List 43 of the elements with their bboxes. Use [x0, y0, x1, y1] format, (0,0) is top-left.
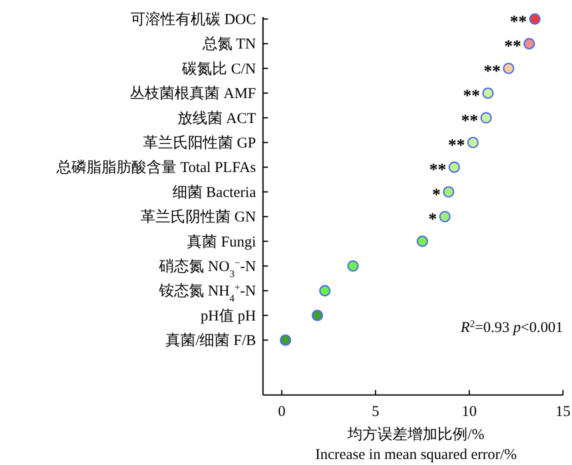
y-tick-label: 革兰氏阳性菌 GP: [143, 134, 256, 152]
point: [529, 13, 541, 25]
point: [347, 260, 359, 272]
data-label: *: [428, 210, 437, 229]
y-tick-label: 细菌 Bacteria: [172, 184, 256, 201]
point: [482, 87, 494, 99]
y-tick-label: 碳氮比 C/N: [181, 60, 256, 78]
data-label: **: [484, 61, 501, 80]
point: [448, 162, 460, 173]
y-tick-label: 丛枝菌根真菌 AMF: [130, 85, 256, 102]
point: [467, 136, 479, 148]
point: [502, 62, 514, 74]
data-label: **: [504, 36, 522, 56]
y-tick-label: 可溶性有机碳 DOC: [130, 11, 256, 28]
x-tick-label: 0: [278, 404, 286, 420]
x-tick-label: 5: [372, 404, 380, 420]
data-label: *: [432, 184, 441, 204]
annotation: R$^{2}$=0.93 p<0.001: [460, 318, 563, 336]
y-tick-label: 真菌/细菌 F/B: [166, 332, 256, 350]
data-label: **: [461, 110, 478, 130]
point: [439, 210, 451, 222]
y-tick-label: 真菌 Fungi: [187, 233, 256, 250]
y-tick-label: 硝态氮 NO$_{3}$$^{−}$-N: [158, 258, 256, 280]
point: [416, 236, 428, 247]
data-label: **: [463, 86, 480, 106]
x-axis-title: 均方误差增加比例/% Increase in mean squared error/%: [315, 426, 517, 463]
point: [280, 334, 292, 346]
x-tick-label: 10: [462, 404, 477, 420]
y-tick-label: 总氮 TN: [201, 36, 256, 53]
x-tick-label: 15: [556, 404, 570, 420]
point: [480, 112, 492, 124]
y-tick-label: pH值 pH: [200, 308, 256, 324]
point: [524, 38, 535, 50]
data-label: **: [429, 160, 446, 180]
data-label: **: [510, 12, 527, 31]
y-tick-label: 总磷脂脂肪酸含量 Total PLFAs: [55, 159, 256, 176]
y-tick-label: 革兰氏阴性菌 GN: [140, 208, 256, 226]
point: [312, 310, 324, 322]
y-tick-label: 放线菌 ACT: [177, 110, 256, 127]
point: [442, 186, 454, 198]
y-tick-label: 铵态氮 NH$_{4}$$^{+}$-N: [158, 282, 256, 304]
data-label: **: [448, 136, 465, 154]
point: [319, 285, 331, 296]
